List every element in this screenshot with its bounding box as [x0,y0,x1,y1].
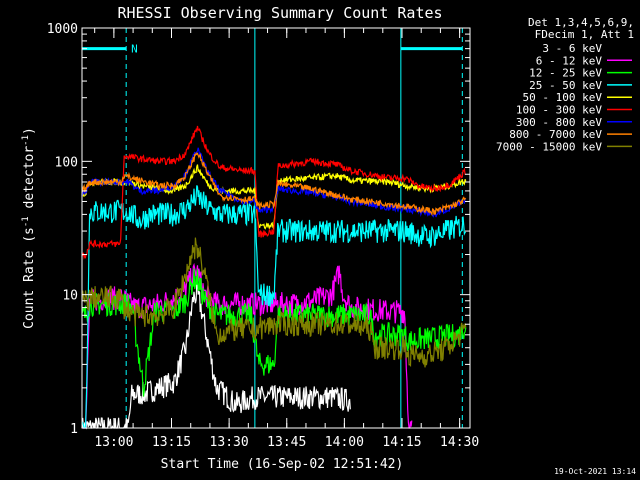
legend-label-3: 25 - 50 keV [529,79,602,92]
generation-timestamp: 19-Oct-2021 13:14 [554,467,636,476]
legend-label-8: 7000 - 15000 keV [496,140,602,153]
legend-label-2: 12 - 25 keV [529,67,602,80]
marker-label: N [131,43,138,56]
series-line-0 [81,282,351,430]
legend-label-1: 6 - 12 keV [536,54,603,67]
x-tick-label-5: 14:15 [382,435,421,450]
x-tick-label-3: 13:45 [267,435,306,450]
x-tick-label-6: 14:30 [440,435,479,450]
chart-title: RHESSI Observing Summary Count Rates [117,4,442,22]
y-tick-label-0: 1 [70,422,78,437]
plot-area: N [81,28,467,430]
series-line-3 [81,185,466,429]
series-line-5 [81,125,467,260]
legend-label-7: 800 - 7000 keV [509,128,602,141]
y-tick-label-3: 1000 [47,22,78,37]
series-line-2 [81,268,467,397]
series-lines [81,125,467,430]
x-tick-label-4: 14:00 [325,435,364,450]
legend-label-4: 50 - 100 keV [523,91,603,104]
legend-header-1: Det 1,3,4,5,6,9, [528,16,634,29]
legend: Det 1,3,4,5,6,9, FDecim 1, Att 1 3 - 6 k… [496,16,634,153]
y-axis-label-part1: Count Rate (s [22,227,37,329]
y-tick-label-2: 100 [55,155,78,170]
y-axis-label-part2: detector [22,146,37,217]
y-axis-label-sup2: -1 [21,135,31,146]
series-line-8 [81,237,467,368]
series-line-7 [81,152,467,217]
legend-label-0: 3 - 6 keV [542,42,602,55]
y-tick-label-1: 10 [62,289,78,304]
x-tick-label-0: 13:00 [94,435,133,450]
axis-ticks: 13:00 13:15 13:30 13:45 14:00 14:15 14:30 1 10 10… [47,22,480,450]
y-axis-label: Count Rate (s-1 detector-1) [21,127,37,329]
x-tick-label-1: 13:15 [152,435,191,450]
axes-frame [81,27,471,429]
legend-label-6: 300 - 800 keV [516,116,602,129]
y-axis-label-part3: ) [22,127,37,135]
y-axis-label-sup1: -1 [21,216,31,227]
legend-label-5: 100 - 300 keV [516,104,602,117]
x-axis-label: Start Time (16-Sep-02 12:51:42) [161,457,404,472]
legend-header-2: FDecim 1, Att 1 [535,28,634,41]
x-tick-label-2: 13:30 [210,435,249,450]
